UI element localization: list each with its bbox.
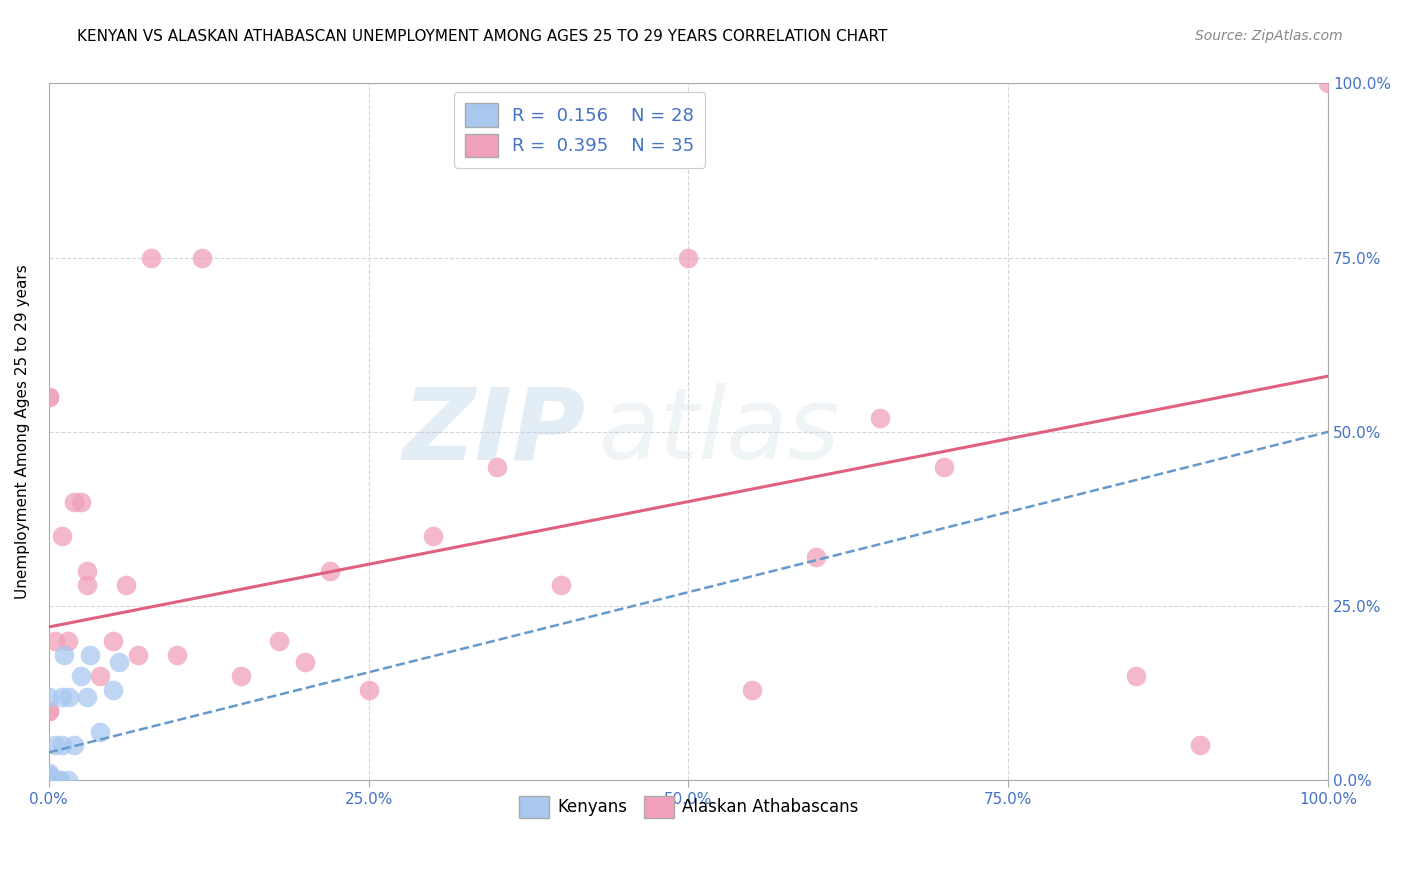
- Point: [63, 494, 86, 508]
- Point: [38, 770, 60, 784]
- Point: [51, 739, 73, 753]
- Point: [38, 704, 60, 718]
- Text: ZIP: ZIP: [404, 384, 586, 481]
- Point: [48, 773, 70, 788]
- Point: [38, 771, 60, 785]
- Point: [422, 529, 444, 543]
- Point: [38, 768, 60, 782]
- Point: [101, 682, 124, 697]
- Point: [38, 690, 60, 704]
- Point: [38, 390, 60, 404]
- Point: [114, 578, 136, 592]
- Point: [485, 459, 508, 474]
- Point: [38, 773, 60, 788]
- Y-axis label: Unemployment Among Ages 25 to 29 years: Unemployment Among Ages 25 to 29 years: [15, 265, 30, 599]
- Point: [51, 690, 73, 704]
- Point: [44, 739, 66, 753]
- Point: [294, 655, 316, 669]
- Point: [191, 251, 214, 265]
- Point: [934, 459, 956, 474]
- Point: [319, 564, 342, 578]
- Point: [69, 494, 91, 508]
- Point: [56, 634, 79, 648]
- Point: [229, 669, 252, 683]
- Point: [38, 773, 60, 788]
- Point: [63, 739, 86, 753]
- Point: [42, 773, 65, 788]
- Point: [89, 669, 111, 683]
- Point: [1317, 77, 1340, 91]
- Point: [38, 773, 60, 788]
- Point: [806, 550, 828, 565]
- Point: [53, 648, 76, 662]
- Point: [869, 411, 891, 425]
- Point: [550, 578, 572, 592]
- Point: [79, 648, 101, 662]
- Point: [38, 766, 60, 780]
- Point: [741, 682, 763, 697]
- Point: [38, 390, 60, 404]
- Text: atlas: atlas: [599, 384, 841, 481]
- Point: [58, 690, 80, 704]
- Point: [89, 724, 111, 739]
- Point: [1125, 669, 1147, 683]
- Point: [678, 251, 700, 265]
- Point: [38, 773, 60, 788]
- Point: [38, 773, 60, 788]
- Point: [38, 773, 60, 788]
- Point: [108, 655, 131, 669]
- Point: [1189, 739, 1212, 753]
- Point: [357, 682, 380, 697]
- Text: Source: ZipAtlas.com: Source: ZipAtlas.com: [1195, 29, 1343, 43]
- Point: [101, 634, 124, 648]
- Point: [76, 564, 98, 578]
- Point: [49, 773, 72, 788]
- Text: KENYAN VS ALASKAN ATHABASCAN UNEMPLOYMENT AMONG AGES 25 TO 29 YEARS CORRELATION : KENYAN VS ALASKAN ATHABASCAN UNEMPLOYMEN…: [77, 29, 887, 44]
- Point: [44, 634, 66, 648]
- Point: [166, 648, 188, 662]
- Point: [76, 690, 98, 704]
- Point: [267, 634, 290, 648]
- Point: [38, 704, 60, 718]
- Point: [139, 251, 162, 265]
- Point: [69, 669, 91, 683]
- Point: [127, 648, 149, 662]
- Point: [38, 773, 60, 788]
- Point: [56, 773, 79, 788]
- Legend: Kenyans, Alaskan Athabascans: Kenyans, Alaskan Athabascans: [512, 789, 865, 824]
- Point: [76, 578, 98, 592]
- Point: [51, 529, 73, 543]
- Point: [38, 772, 60, 786]
